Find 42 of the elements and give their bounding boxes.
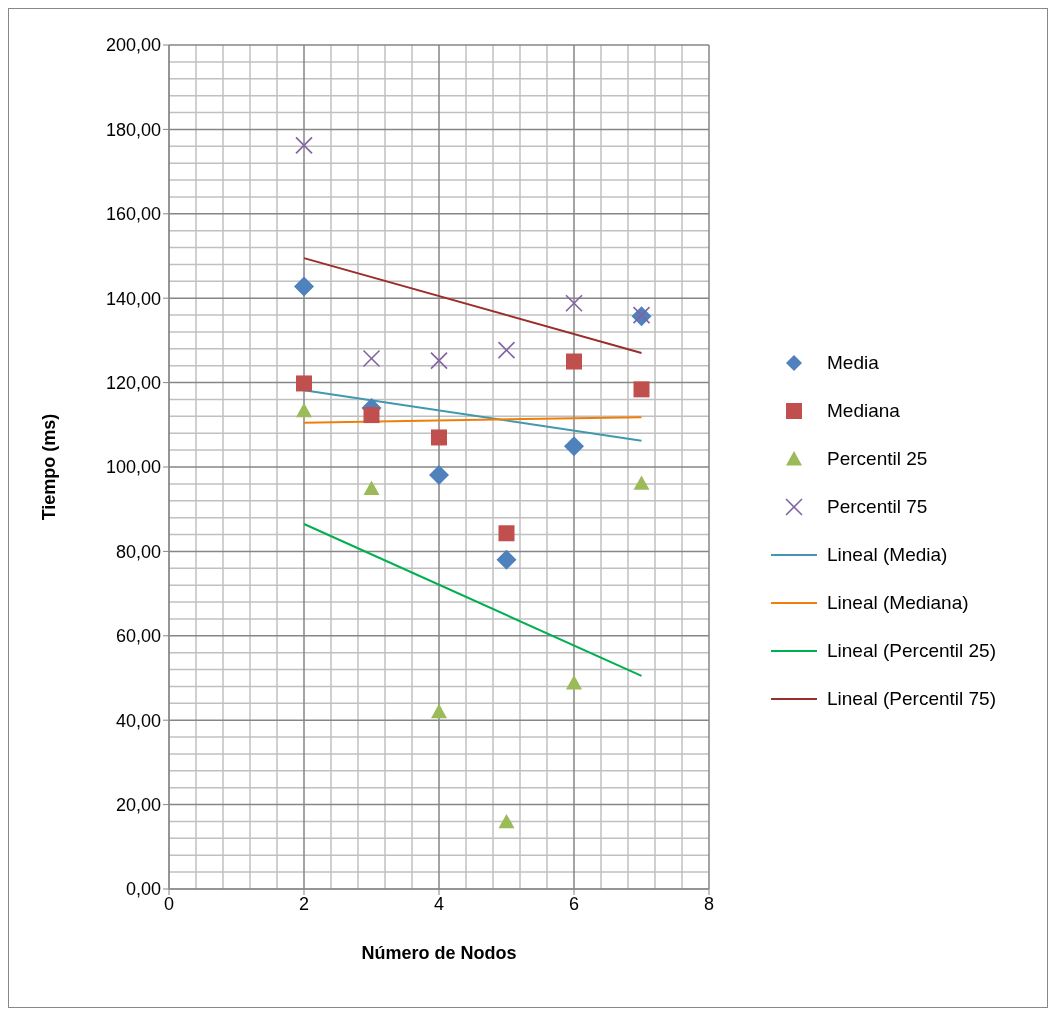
- point: [296, 402, 312, 418]
- x-tick-label: 0: [163, 893, 175, 914]
- point: [498, 525, 515, 542]
- legend-label: Percentil 25: [827, 448, 928, 470]
- legend-label: Lineal (Media): [827, 544, 948, 566]
- legend-label: Media: [827, 352, 879, 374]
- point: [296, 375, 312, 392]
- legend-label: Mediana: [827, 400, 900, 422]
- point: [496, 549, 517, 570]
- point: [633, 381, 650, 398]
- y-tick-label: 60,00: [115, 626, 161, 647]
- point: [363, 480, 380, 495]
- point: [498, 813, 515, 829]
- y-tick-label: 40,00: [115, 710, 161, 731]
- point: [431, 429, 447, 446]
- point: [294, 276, 314, 297]
- y-tick-label: 0,00: [125, 879, 161, 900]
- y-tick-label: 120,00: [105, 372, 161, 393]
- y-tick-label: 160,00: [105, 204, 161, 225]
- x-tick-label: 4: [433, 893, 445, 914]
- y-tick-label: 140,00: [105, 288, 161, 309]
- y-tick-label: 200,00: [105, 35, 161, 56]
- point: [633, 475, 650, 490]
- y-tick-label: 80,00: [115, 541, 161, 562]
- y-tick-label: 100,00: [105, 457, 161, 478]
- point: [363, 407, 380, 424]
- legend-label: Lineal (Percentil 75): [827, 688, 996, 710]
- y-tick-label: 180,00: [105, 119, 161, 140]
- point: [566, 353, 582, 370]
- y-axis-title: Tiempo (ms): [39, 413, 60, 521]
- x-tick-label: 2: [298, 893, 310, 914]
- legend-label: Lineal (Percentil 25): [827, 640, 996, 662]
- x-tick-label: 8: [703, 893, 715, 914]
- legend-label: Percentil 75: [827, 496, 928, 518]
- point: [431, 703, 447, 719]
- point: [429, 465, 449, 486]
- y-tick-label: 20,00: [115, 794, 161, 815]
- point: [566, 675, 582, 690]
- x-axis-title: Número de Nodos: [361, 943, 517, 963]
- x-tick-label: 6: [568, 893, 580, 914]
- point: [564, 436, 584, 457]
- legend-label: Lineal (Mediana): [827, 592, 969, 614]
